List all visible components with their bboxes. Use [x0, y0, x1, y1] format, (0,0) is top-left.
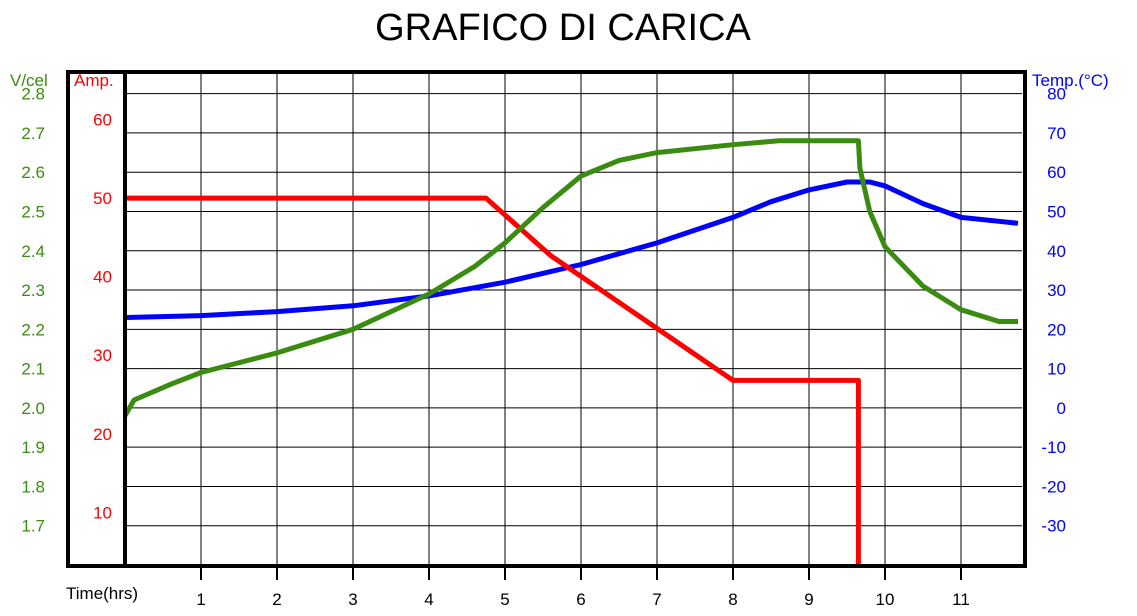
x-tick-label: 8 [728, 590, 737, 609]
voltage-tick-label: 1.8 [21, 477, 45, 496]
x-tick-label: 4 [424, 590, 433, 609]
temperature-tick-label: -30 [1041, 517, 1066, 536]
temperature-tick-label: -20 [1041, 477, 1066, 496]
x-tick-label: 9 [804, 590, 813, 609]
temperature-axis-label: Temp.(°C) [1032, 71, 1109, 90]
current-tick-label: 40 [93, 268, 112, 287]
temperature-tick-label: 60 [1047, 163, 1066, 182]
temperature-tick-label: 30 [1047, 281, 1066, 300]
voltage-axis-label: V/cel [10, 71, 48, 90]
voltage-tick-label: 2.1 [21, 360, 45, 379]
temperature-series-line [124, 179, 1019, 320]
temperature-tick-label: 50 [1047, 202, 1066, 221]
current-tick-label: 20 [93, 425, 112, 444]
temperature-tick-label: 10 [1047, 360, 1066, 379]
current-tick-label: 10 [93, 503, 112, 522]
voltage-tick-label: 2.2 [21, 320, 45, 339]
x-tick-label: 5 [500, 590, 509, 609]
chart-title: GRAFICO DI CARICA [375, 7, 751, 49]
x-tick-label: 2 [272, 590, 281, 609]
x-tick-label: 1 [196, 590, 205, 609]
series-group [122, 138, 1019, 565]
voltage-tick-label: 2.8 [21, 85, 45, 104]
current-tick-label: 30 [93, 346, 112, 365]
x-tick-label: 11 [952, 590, 970, 609]
current-tick-label: 50 [93, 189, 112, 208]
x-tick-label: 10 [876, 590, 895, 609]
temperature-tick-label: 20 [1047, 320, 1066, 339]
temperature-tick-label: 70 [1047, 124, 1066, 143]
voltage-tick-label: 2.7 [21, 124, 45, 143]
voltage-tick-label: 2.3 [21, 281, 45, 300]
tick-labels: 1 2 3 4 5 6 7 8 9 10 11 2.8 2.7 2.6 2.5 2.4 2.3 2.2 2.1 2.0… [21, 85, 1066, 609]
voltage-tick-label: 2.0 [21, 399, 45, 418]
x-tick-label: 6 [576, 590, 585, 609]
current-axis-label: Amp. [74, 71, 114, 90]
plot-frame [66, 70, 1027, 568]
temperature-tick-label: 80 [1047, 85, 1066, 104]
current-series-line [125, 195, 861, 565]
voltage-series-line [122, 138, 1018, 417]
grid [125, 74, 1022, 565]
x-tick-label: 7 [652, 590, 661, 609]
voltage-tick-label: 1.7 [21, 517, 45, 536]
voltage-tick-label: 2.4 [21, 242, 45, 261]
x-axis-label: Time(hrs) [66, 584, 138, 603]
voltage-tick-label: 1.9 [21, 438, 45, 457]
current-tick-label: 60 [93, 111, 112, 130]
voltage-tick-label: 2.6 [21, 163, 45, 182]
temperature-tick-label: -10 [1041, 438, 1066, 457]
temperature-tick-label: 0 [1057, 399, 1066, 418]
plot-border [66, 70, 1027, 568]
voltage-tick-label: 2.5 [21, 202, 45, 221]
x-tick-label: 3 [348, 590, 357, 609]
temperature-tick-label: 40 [1047, 242, 1066, 261]
